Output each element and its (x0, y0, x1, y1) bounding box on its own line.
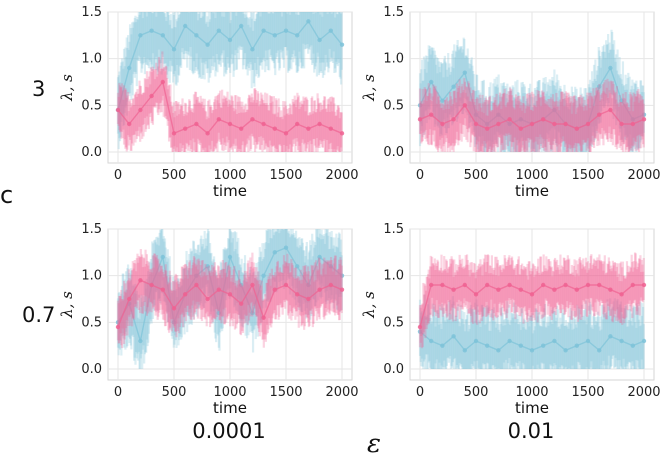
x-tick-label: 1500 (571, 385, 604, 400)
series-lambda (115, 12, 345, 150)
series-line (419, 331, 645, 352)
x-tick-label: 1000 (515, 385, 548, 400)
col-axis-title: ε (367, 429, 381, 459)
x-tick-label: 1000 (213, 385, 246, 400)
x-tick-label: 2000 (325, 168, 358, 183)
series-line (117, 20, 343, 111)
y-tick-label: 1.5 (81, 222, 102, 237)
y-tick-label: 1.0 (383, 269, 404, 284)
x-tick-label: 2000 (627, 385, 660, 400)
x-tick-label: 1000 (515, 168, 548, 183)
x-tick-label: 1500 (269, 385, 302, 400)
row-label-c-0.7: 0.7 (22, 303, 55, 327)
series-line (419, 284, 644, 328)
y-tick-label: 1.5 (81, 5, 102, 20)
y-axis-label: λ, s (58, 74, 76, 102)
y-tick-label: 1.5 (383, 222, 404, 237)
y-tick-label: 0.5 (81, 315, 102, 330)
panel-bottom-left: 0.0 0.5 1.0 1.5 0 500 1000 1500 2000 time λ, s (58, 222, 359, 417)
series-s (115, 51, 345, 152)
y-tick-label: 0.5 (383, 315, 404, 330)
y-tick-label: 1.0 (81, 269, 102, 284)
y-tick-label: 1.0 (81, 52, 102, 67)
row-label-c-3: 3 (32, 77, 45, 101)
x-tick-label: 500 (464, 385, 489, 400)
x-axis-label: time (213, 399, 247, 417)
series-s (417, 252, 647, 349)
x-tick-label: 500 (464, 168, 489, 183)
y-tick-label: 1.5 (383, 5, 404, 20)
y-tick-label: 0.5 (81, 98, 102, 113)
panel-top-right: 0.0 0.5 1.0 1.5 0 500 1000 1500 2000 time λ, s (360, 5, 661, 200)
panel-top-left: 0.0 0.5 1.0 1.5 0 500 1000 1500 2000 time λ, s (58, 5, 359, 200)
y-tick-label: 0.0 (81, 362, 102, 377)
series-lambda (417, 294, 647, 369)
x-tick-label: 0 (114, 168, 122, 183)
y-tick-label: 0.5 (383, 98, 404, 113)
y-axis-label: λ, s (360, 291, 378, 319)
x-tick-label: 1000 (213, 168, 246, 183)
col-label-eps-0.01: 0.01 (508, 419, 555, 443)
x-tick-label: 2000 (325, 385, 358, 400)
y-axis-label: λ, s (360, 74, 378, 102)
x-tick-label: 0 (114, 385, 122, 400)
row-axis-title: c (0, 181, 13, 209)
y-tick-label: 1.0 (383, 52, 404, 67)
y-axis-label: λ, s (58, 291, 76, 319)
x-tick-label: 0 (416, 168, 424, 183)
x-tick-label: 0 (416, 385, 424, 400)
series-s (417, 78, 647, 152)
panel-bottom-right: 0.0 0.5 1.0 1.5 0 500 1000 1500 2000 time λ, s (360, 222, 661, 417)
series-line (117, 246, 343, 342)
series-line (419, 104, 645, 130)
x-tick-label: 500 (162, 168, 187, 183)
x-tick-label: 2000 (627, 168, 660, 183)
x-tick-label: 1500 (269, 168, 302, 183)
x-axis-label: time (213, 182, 247, 200)
series-s (115, 248, 345, 349)
x-tick-label: 500 (162, 385, 187, 400)
x-axis-label: time (515, 182, 549, 200)
col-label-eps-0.0001: 0.0001 (192, 419, 265, 443)
x-axis-label: time (515, 399, 549, 417)
series-line (117, 80, 343, 135)
series-line (117, 279, 343, 328)
y-tick-label: 0.0 (383, 362, 404, 377)
y-tick-label: 0.0 (81, 145, 102, 160)
x-tick-label: 1500 (571, 168, 604, 183)
y-tick-label: 0.0 (383, 145, 404, 160)
